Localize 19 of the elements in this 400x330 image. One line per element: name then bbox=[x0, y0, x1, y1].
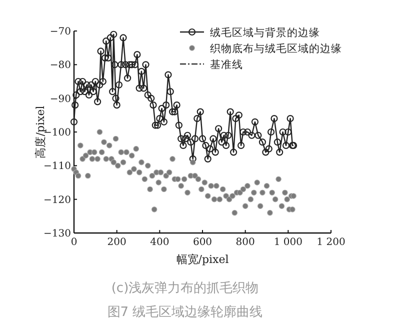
x-tick-label: 600 bbox=[192, 237, 212, 248]
y-tick-label: −70 bbox=[50, 26, 71, 38]
y-tick-label: −110 bbox=[44, 161, 71, 172]
y-tick-label: −130 bbox=[44, 228, 71, 240]
legend-label: 绒毛区域与背景的边缘 bbox=[210, 26, 320, 39]
text: (c)浅灰弹力布的抓毛织物 bbox=[111, 281, 259, 296]
x-tick-label: 400 bbox=[150, 237, 170, 248]
x-tick-label: 0 bbox=[70, 237, 78, 248]
legend-label: 织物底布与绒毛区域的边缘 bbox=[210, 42, 342, 55]
x-tick-label: 800 bbox=[236, 237, 255, 248]
y-tick-label: −90 bbox=[50, 94, 71, 105]
y-tick-label: −80 bbox=[50, 60, 71, 72]
y-tick-label: −120 bbox=[44, 194, 71, 206]
legend-label: 基准线 bbox=[210, 58, 243, 71]
x-tick-label: 200 bbox=[107, 237, 126, 248]
x-tick-label: 1 000 bbox=[274, 237, 302, 248]
x-axis-title: 幅宽/pixel bbox=[176, 253, 230, 266]
caption: 图7 绒毛区域边缘轮廓曲线 bbox=[107, 305, 263, 320]
x-tick-label: 1 200 bbox=[316, 237, 346, 248]
